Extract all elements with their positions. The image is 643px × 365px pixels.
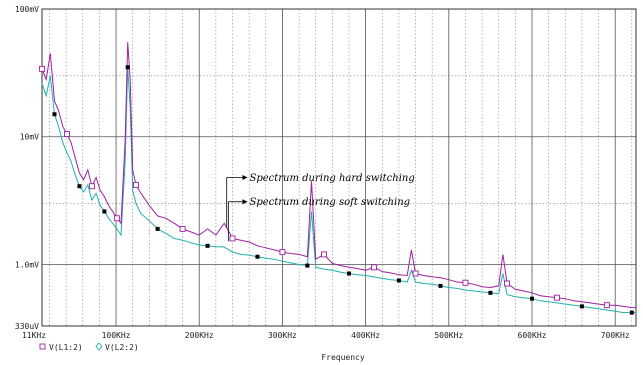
data-point — [396, 278, 401, 283]
y-tick-label: 330uV — [15, 322, 39, 331]
data-point — [39, 65, 45, 72]
x-tick-label: 11KHz — [22, 331, 46, 340]
annotation-text: Spectrum during soft switching — [249, 197, 410, 208]
x-tick-label: 300KHz — [268, 331, 297, 340]
data-point — [321, 251, 327, 258]
data-point — [554, 294, 560, 301]
data-point — [255, 254, 260, 259]
annotation-text: Spectrum during hard switching — [249, 173, 414, 184]
data-point — [504, 280, 511, 287]
data-point — [155, 226, 160, 231]
y-axis-ticks: 100mV 10mV 1.0mV 330uV — [15, 5, 39, 331]
y-tick-label: 100mV — [15, 5, 39, 14]
annotation-arrow — [242, 174, 248, 180]
x-tick-label: 100KHz — [102, 331, 131, 340]
data-point — [305, 263, 310, 268]
legend-marker — [39, 343, 46, 350]
data-point — [125, 65, 130, 70]
series-line-vl12 — [41, 42, 636, 309]
data-point — [603, 302, 610, 309]
legend-label: V(L2:2) — [105, 343, 139, 352]
x-tick-label: 400KHz — [351, 331, 380, 340]
legend-label: V(L1:2) — [49, 343, 83, 352]
data-point — [530, 296, 535, 301]
y-tick-label: 10mV — [20, 133, 39, 142]
legend-marker — [95, 342, 103, 351]
data-point — [462, 279, 469, 286]
series-line-vl22 — [41, 67, 636, 314]
data-point — [279, 249, 286, 256]
plot-frame — [41, 8, 637, 327]
marker-layer — [39, 65, 634, 315]
x-tick-label: 200KHz — [185, 331, 214, 340]
data-point — [579, 304, 584, 309]
x-tick-label: 700KHz — [601, 331, 630, 340]
data-point — [438, 283, 443, 288]
data-point — [64, 131, 70, 137]
data-point — [52, 112, 57, 117]
x-axis-ticks: 11KHz 100KHz 200KHz 300KHz 400KHz 500KHz 600KH… — [22, 331, 630, 340]
x-tick-label: 600KHz — [518, 331, 547, 340]
data-point — [102, 209, 107, 214]
y-tick-label: 1.0mV — [15, 260, 39, 269]
series-layer — [41, 42, 636, 314]
x-axis-label: Frequency — [321, 353, 365, 362]
annotations: Spectrum during hard switching Spectrum d… — [226, 173, 415, 242]
plot-border — [41, 8, 637, 327]
data-point — [205, 243, 210, 248]
data-point — [179, 225, 186, 232]
data-point — [346, 271, 351, 276]
data-point — [370, 264, 377, 271]
data-point — [488, 290, 493, 295]
data-point — [88, 183, 95, 190]
grid — [42, 9, 636, 326]
annotation-arrow — [242, 199, 248, 205]
x-tick-label: 500KHz — [434, 331, 463, 340]
legend: V(L1:2) V(L2:2) — [39, 342, 139, 352]
data-point — [113, 215, 120, 222]
data-point — [77, 184, 82, 189]
data-point — [133, 181, 139, 188]
data-point — [229, 235, 236, 242]
data-point — [412, 270, 419, 277]
data-point — [629, 310, 634, 315]
